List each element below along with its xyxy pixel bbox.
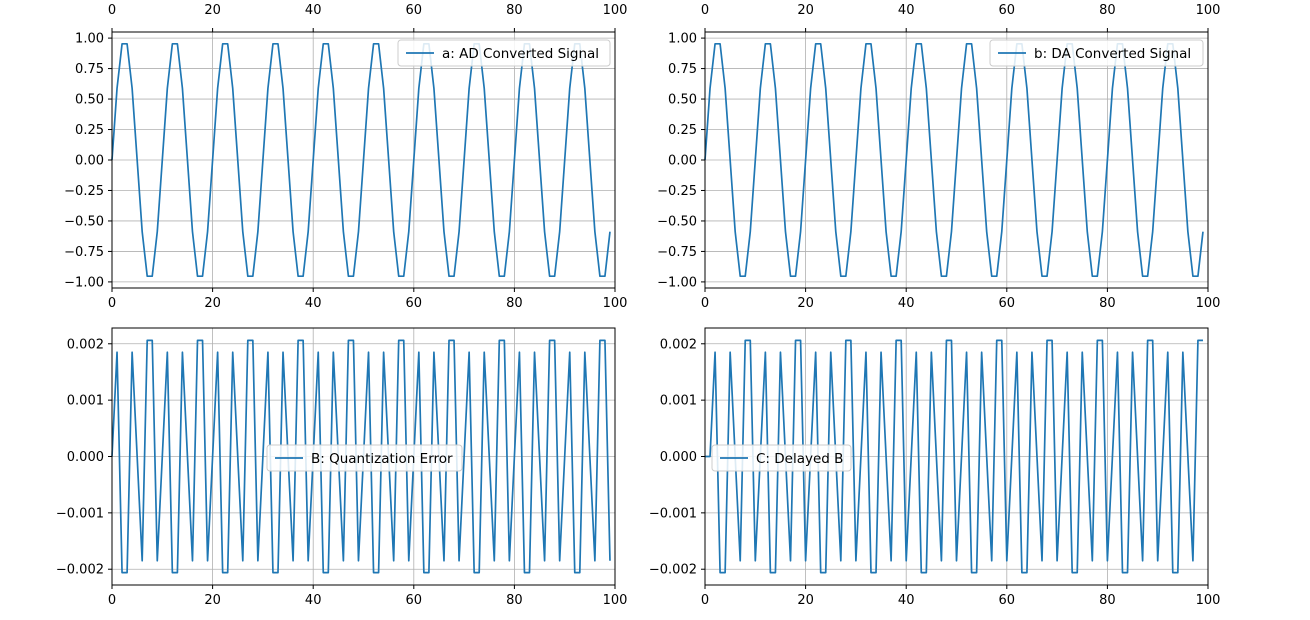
y-tick-label: −0.25 xyxy=(64,184,104,199)
subplot-1: 0 20 40 60 80 100 0 20 40 60 80 100 1.00 0.75 0.50 0.25… xyxy=(64,3,627,311)
legend-frame xyxy=(397,39,611,67)
y-tick-label: 0.50 xyxy=(75,93,104,108)
x-tick-label: 40 xyxy=(305,296,322,311)
x-tick-label: 100 xyxy=(1196,296,1221,311)
y-tick-label: −0.002 xyxy=(56,563,104,578)
subplot-3: 0 20 40 60 80 100 0.002 0.001 0.000 −0.001 −0.002 B… xyxy=(56,327,628,608)
top-x-tick-label: 80 xyxy=(506,3,523,18)
y-tick-label: −0.001 xyxy=(56,506,104,521)
y-tick-label: 1.00 xyxy=(668,32,697,47)
subplot-2: 0 20 40 60 80 100 0 20 40 60 80 100 1.00 0.75 0.50 0.25… xyxy=(657,3,1220,311)
y-tick-label: 0.75 xyxy=(668,62,697,77)
x-tick-label: 40 xyxy=(305,593,322,608)
top-x-tick-label: 80 xyxy=(1099,3,1116,18)
x-tick-label: 20 xyxy=(204,296,221,311)
top-x-tick-label: 40 xyxy=(305,3,322,18)
x-tick-label: 0 xyxy=(701,296,709,311)
x-tick-label: 80 xyxy=(1099,593,1116,608)
y-tick-label: 0.25 xyxy=(75,123,104,138)
legend-label: B: Quantization Error xyxy=(311,451,453,467)
x-tick-label: 100 xyxy=(603,593,628,608)
series-line xyxy=(111,339,611,574)
x-tick-label: 40 xyxy=(898,296,915,311)
top-x-tick-label: 60 xyxy=(406,3,423,18)
x-tick-label: 60 xyxy=(406,593,423,608)
y-tick-label: 0.002 xyxy=(67,337,104,352)
x-tick-label: 20 xyxy=(204,593,221,608)
legend-label: a: AD Converted Signal xyxy=(442,46,599,62)
top-x-tick-label: 100 xyxy=(603,3,628,18)
legend: B: Quantization Error xyxy=(266,444,463,472)
y-tick-label: −0.25 xyxy=(657,184,697,199)
y-tick-label: −1.00 xyxy=(64,275,104,290)
x-tick-label: 60 xyxy=(406,296,423,311)
y-tick-label: 0.000 xyxy=(67,450,104,465)
x-tick-label: 80 xyxy=(506,593,523,608)
series-line xyxy=(705,339,1203,574)
y-tick-label: 0.50 xyxy=(668,93,697,108)
x-tick-label: 20 xyxy=(797,593,814,608)
y-tick-label: 0.75 xyxy=(75,62,104,77)
y-tick-label: −1.00 xyxy=(657,275,697,290)
top-x-tick-label: 20 xyxy=(204,3,221,18)
top-x-tick-label: 60 xyxy=(999,3,1016,18)
x-tick-label: 100 xyxy=(603,296,628,311)
top-x-tick-label: 0 xyxy=(701,3,709,18)
legend-frame xyxy=(989,39,1204,67)
top-x-tick-label: 40 xyxy=(898,3,915,18)
y-tick-label: 0.001 xyxy=(67,394,104,409)
legend-label: C: Delayed B xyxy=(756,451,843,467)
x-tick-label: 60 xyxy=(999,296,1016,311)
top-x-tick-label: 100 xyxy=(1196,3,1221,18)
y-tick-label: 1.00 xyxy=(75,32,104,47)
y-tick-label: −0.75 xyxy=(64,245,104,260)
legend: a: AD Converted Signal xyxy=(397,39,611,67)
subplot-4: 0 20 40 60 80 100 0.002 0.001 0.000 −0.001 −0.002 C… xyxy=(649,327,1221,608)
y-tick-label: −0.50 xyxy=(64,214,104,229)
y-tick-label: −0.75 xyxy=(657,245,697,260)
y-tick-label: −0.002 xyxy=(649,563,697,578)
x-tick-label: 60 xyxy=(999,593,1016,608)
legend: C: Delayed B xyxy=(711,444,852,472)
y-tick-label: 0.000 xyxy=(660,450,697,465)
y-tick-label: −0.50 xyxy=(657,214,697,229)
legend: b: DA Converted Signal xyxy=(989,39,1204,67)
x-tick-label: 80 xyxy=(1099,296,1116,311)
x-tick-label: 0 xyxy=(108,593,116,608)
top-x-tick-label: 20 xyxy=(797,3,814,18)
legend-label: b: DA Converted Signal xyxy=(1034,46,1191,62)
x-tick-label: 0 xyxy=(701,593,709,608)
x-tick-label: 100 xyxy=(1196,593,1221,608)
x-tick-label: 0 xyxy=(108,296,116,311)
y-tick-label: 0.25 xyxy=(668,123,697,138)
y-tick-label: 0.00 xyxy=(668,154,697,169)
y-tick-label: 0.002 xyxy=(660,337,697,352)
x-tick-label: 80 xyxy=(506,296,523,311)
x-tick-label: 20 xyxy=(797,296,814,311)
y-tick-label: 0.001 xyxy=(660,394,697,409)
legend-frame xyxy=(266,444,463,472)
y-tick-label: −0.001 xyxy=(649,506,697,521)
y-tick-label: 0.00 xyxy=(75,154,104,169)
x-tick-label: 40 xyxy=(898,593,915,608)
top-x-tick-label: 0 xyxy=(108,3,116,18)
legend-frame xyxy=(711,444,852,472)
